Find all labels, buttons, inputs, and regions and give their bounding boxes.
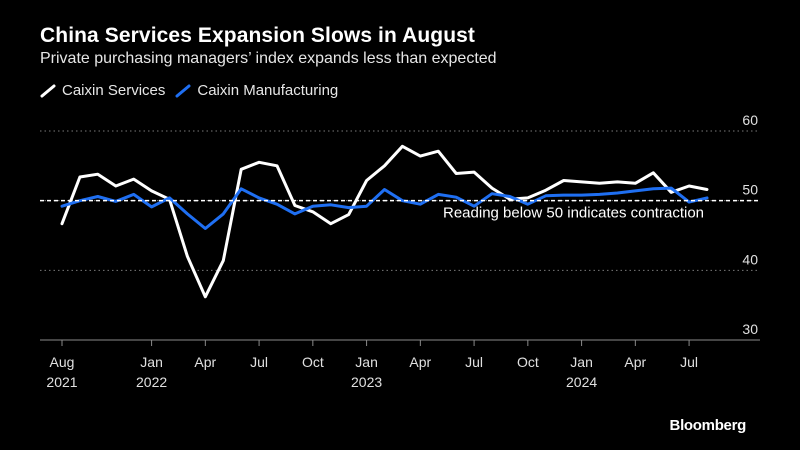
legend-item-manufacturing: Caixin Manufacturing <box>175 82 338 99</box>
chart-title: China Services Expansion Slows in August <box>40 24 475 47</box>
legend-item-services: Caixin Services <box>40 82 165 99</box>
series-line-caixin-manufacturing <box>60 186 709 230</box>
x-tick-label: Jan <box>570 354 593 370</box>
x-tick-year-label: 2024 <box>566 374 597 390</box>
y-tick-label: 50 <box>742 182 758 198</box>
x-tick-label: Jul <box>680 354 698 370</box>
x-tick-label: Aug <box>50 354 75 370</box>
x-tick-year-label: 2023 <box>351 374 382 390</box>
legend-label-services: Caixin Services <box>62 82 166 99</box>
legend: Caixin Services Caixin Manufacturing <box>40 82 348 99</box>
legend-swatch-manufacturing <box>175 84 191 97</box>
x-tick-label: Oct <box>302 354 324 370</box>
reference-line-label: Reading below 50 indicates contraction <box>443 205 704 222</box>
x-tick-year-label: 2021 <box>46 374 77 390</box>
chart-subtitle: Private purchasing managers’ index expan… <box>40 50 497 67</box>
x-tick-label: Apr <box>194 354 216 370</box>
legend-swatch-services <box>40 84 56 97</box>
source-logo: Bloomberg <box>669 417 747 434</box>
x-tick-label: Apr <box>409 354 431 370</box>
x-tick-label: Oct <box>517 354 539 370</box>
x-tick-label: Jan <box>140 354 163 370</box>
x-tick-label: Apr <box>624 354 646 370</box>
x-tick-label: Jul <box>465 354 483 370</box>
x-tick-year-label: 2022 <box>136 374 167 390</box>
x-tick-label: Jan <box>355 354 378 370</box>
x-tick-label: Jul <box>250 354 268 370</box>
y-tick-label: 60 <box>742 112 758 128</box>
legend-label-manufacturing: Caixin Manufacturing <box>197 82 339 99</box>
y-tick-label: 30 <box>742 321 758 337</box>
y-tick-label: 40 <box>742 251 758 267</box>
